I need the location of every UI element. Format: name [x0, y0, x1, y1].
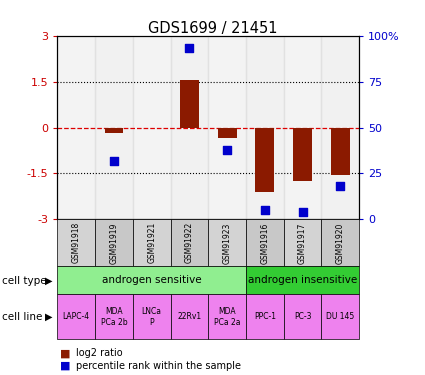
Bar	[170, 219, 208, 266]
Bar	[133, 219, 170, 266]
Bar	[133, 294, 170, 339]
Bar	[170, 294, 208, 339]
Bar	[95, 36, 133, 219]
Bar	[105, 128, 123, 133]
Bar	[284, 219, 321, 266]
Text: cell type: cell type	[2, 276, 47, 285]
Text: androgen insensitive: androgen insensitive	[248, 275, 357, 285]
Text: GSM91923: GSM91923	[223, 222, 232, 264]
Text: percentile rank within the sample: percentile rank within the sample	[76, 361, 241, 370]
Text: ■: ■	[60, 348, 70, 358]
Point	[186, 45, 193, 51]
Bar	[95, 219, 133, 266]
Text: PPC-1: PPC-1	[254, 312, 276, 321]
Bar	[208, 219, 246, 266]
Text: cell line: cell line	[2, 312, 42, 322]
Bar	[246, 219, 284, 266]
Bar	[218, 128, 237, 138]
Text: log2 ratio: log2 ratio	[76, 348, 122, 358]
Point	[337, 183, 344, 189]
Text: ▶: ▶	[45, 276, 53, 285]
Point	[299, 209, 306, 215]
Text: MDA
PCa 2b: MDA PCa 2b	[101, 307, 127, 327]
Bar	[208, 36, 246, 219]
Text: GSM91918: GSM91918	[72, 222, 81, 263]
Point	[110, 158, 117, 164]
Bar	[331, 128, 350, 175]
Bar	[321, 219, 359, 266]
Bar	[246, 36, 284, 219]
Bar	[321, 36, 359, 219]
Point	[261, 207, 268, 213]
Text: LAPC-4: LAPC-4	[62, 312, 90, 321]
Bar	[284, 294, 321, 339]
Bar	[208, 294, 246, 339]
Text: PC-3: PC-3	[294, 312, 311, 321]
Text: GDS1699 / 21451: GDS1699 / 21451	[148, 21, 277, 36]
Bar	[170, 36, 208, 219]
Text: GSM91920: GSM91920	[336, 222, 345, 264]
Text: DU 145: DU 145	[326, 312, 354, 321]
Bar	[321, 294, 359, 339]
Text: androgen sensitive: androgen sensitive	[102, 275, 201, 285]
Text: ▶: ▶	[45, 312, 53, 322]
Bar	[57, 219, 95, 266]
Bar	[57, 266, 246, 294]
Text: 22Rv1: 22Rv1	[177, 312, 201, 321]
Text: MDA
PCa 2a: MDA PCa 2a	[214, 307, 241, 327]
Text: GSM91916: GSM91916	[261, 222, 269, 264]
Bar	[133, 36, 170, 219]
Text: GSM91921: GSM91921	[147, 222, 156, 263]
Bar	[284, 36, 321, 219]
Text: LNCa
P: LNCa P	[142, 307, 162, 327]
Bar	[255, 128, 274, 192]
Text: GSM91919: GSM91919	[110, 222, 119, 264]
Text: ■: ■	[60, 361, 70, 370]
Bar	[57, 294, 95, 339]
Bar	[293, 128, 312, 181]
Point	[224, 147, 230, 153]
Text: GSM91917: GSM91917	[298, 222, 307, 264]
Bar	[95, 294, 133, 339]
Bar	[180, 80, 199, 128]
Bar	[246, 294, 284, 339]
Text: GSM91922: GSM91922	[185, 222, 194, 263]
Bar	[246, 266, 359, 294]
Bar	[57, 36, 95, 219]
